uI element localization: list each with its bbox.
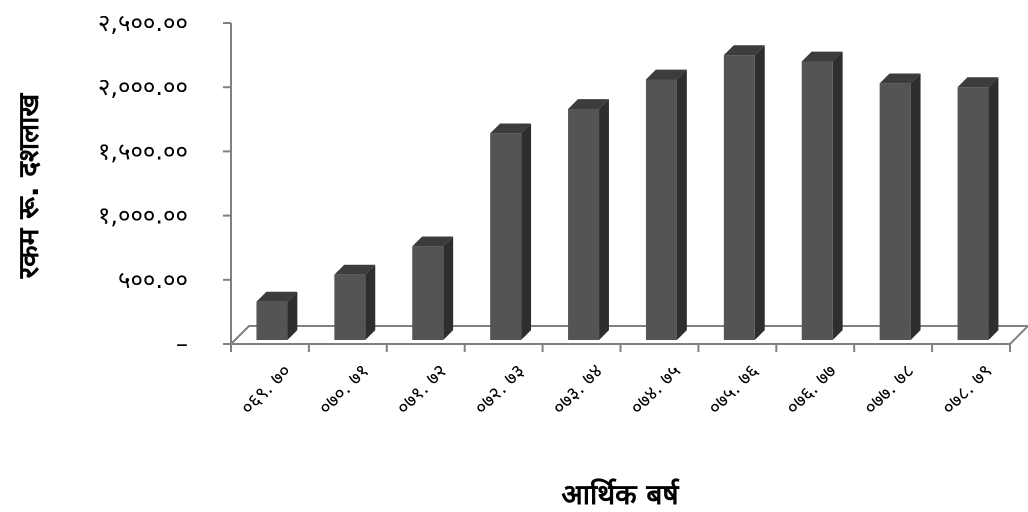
bar-side <box>754 45 765 340</box>
bar-side <box>988 77 999 341</box>
bar-top <box>957 77 999 88</box>
bars <box>256 45 999 341</box>
x-tick-label: ०७०. ७१ <box>314 360 373 419</box>
bar-front <box>412 246 444 340</box>
bar <box>256 291 298 340</box>
y-tick-label: – <box>176 330 188 358</box>
bar-top <box>412 236 454 247</box>
bar <box>879 73 921 341</box>
x-tick-label: ०७७. ७८ <box>860 360 919 419</box>
x-axis: ०६९. ७० ०७०. ७१ ०७१. ७२ ०७२. ७३ ०७३. ७४ ०७४. … <box>230 343 1011 419</box>
x-tick-label: ०७६. ७७ <box>782 360 841 419</box>
bar-top <box>490 123 532 134</box>
x-tick-label: ०७३. ७४ <box>548 360 607 419</box>
bar-side <box>832 51 843 341</box>
bar-side <box>910 73 921 340</box>
bar <box>568 99 609 341</box>
bar-front <box>879 83 911 341</box>
y-tick-label: १,०००.०० <box>98 202 188 230</box>
x-tick-label: ०७१. ७२ <box>392 360 451 419</box>
x-tick-label: ०७८. ७९ <box>938 360 997 419</box>
bar-front <box>490 133 522 340</box>
bar <box>412 236 454 340</box>
bar-front <box>645 79 677 340</box>
bar-front <box>801 61 833 341</box>
bar-top <box>256 291 298 302</box>
bar-top <box>568 99 609 110</box>
bar-top <box>645 69 687 80</box>
bar-top <box>801 51 843 62</box>
bar <box>490 123 532 340</box>
y-tick-label: ५००.०० <box>118 266 188 294</box>
bar <box>334 264 376 340</box>
y-tick-label: २,५००.०० <box>98 9 188 37</box>
bar-front <box>957 87 989 340</box>
x-axis-title: आर्थिक बर्ष <box>561 478 680 511</box>
y-tick-label: २,०००.०० <box>98 73 188 101</box>
bar-side <box>365 264 376 340</box>
bar-front <box>568 109 600 340</box>
bar-front <box>256 301 288 340</box>
bar-side <box>521 123 532 340</box>
bar-side <box>676 69 687 340</box>
x-tick-label: ०७४. ७५ <box>626 360 685 419</box>
y-axis: – ५००.०० १,०००.०० १,५००.०० २,०००.०० २,५००.०० <box>98 9 232 358</box>
bar <box>723 45 765 340</box>
x-tick-label: ०६९. ७० <box>236 360 295 419</box>
bar-top <box>334 264 376 275</box>
bar-top <box>879 73 921 84</box>
bar-top <box>723 45 765 56</box>
x-tick-label: ०७२. ७३ <box>470 360 529 419</box>
y-tick-label: १,५००.०० <box>98 137 188 165</box>
bar-front <box>334 274 366 340</box>
bar-side <box>443 236 454 340</box>
y-axis-title: रकम रू. दशलाख <box>12 93 45 280</box>
bar <box>957 77 999 341</box>
bar-side <box>287 291 298 340</box>
bar <box>801 51 843 341</box>
bar-side <box>599 99 609 341</box>
bar <box>645 69 687 340</box>
bar-front <box>723 55 755 340</box>
x-tick-label: ०७५. ७६ <box>704 360 763 419</box>
